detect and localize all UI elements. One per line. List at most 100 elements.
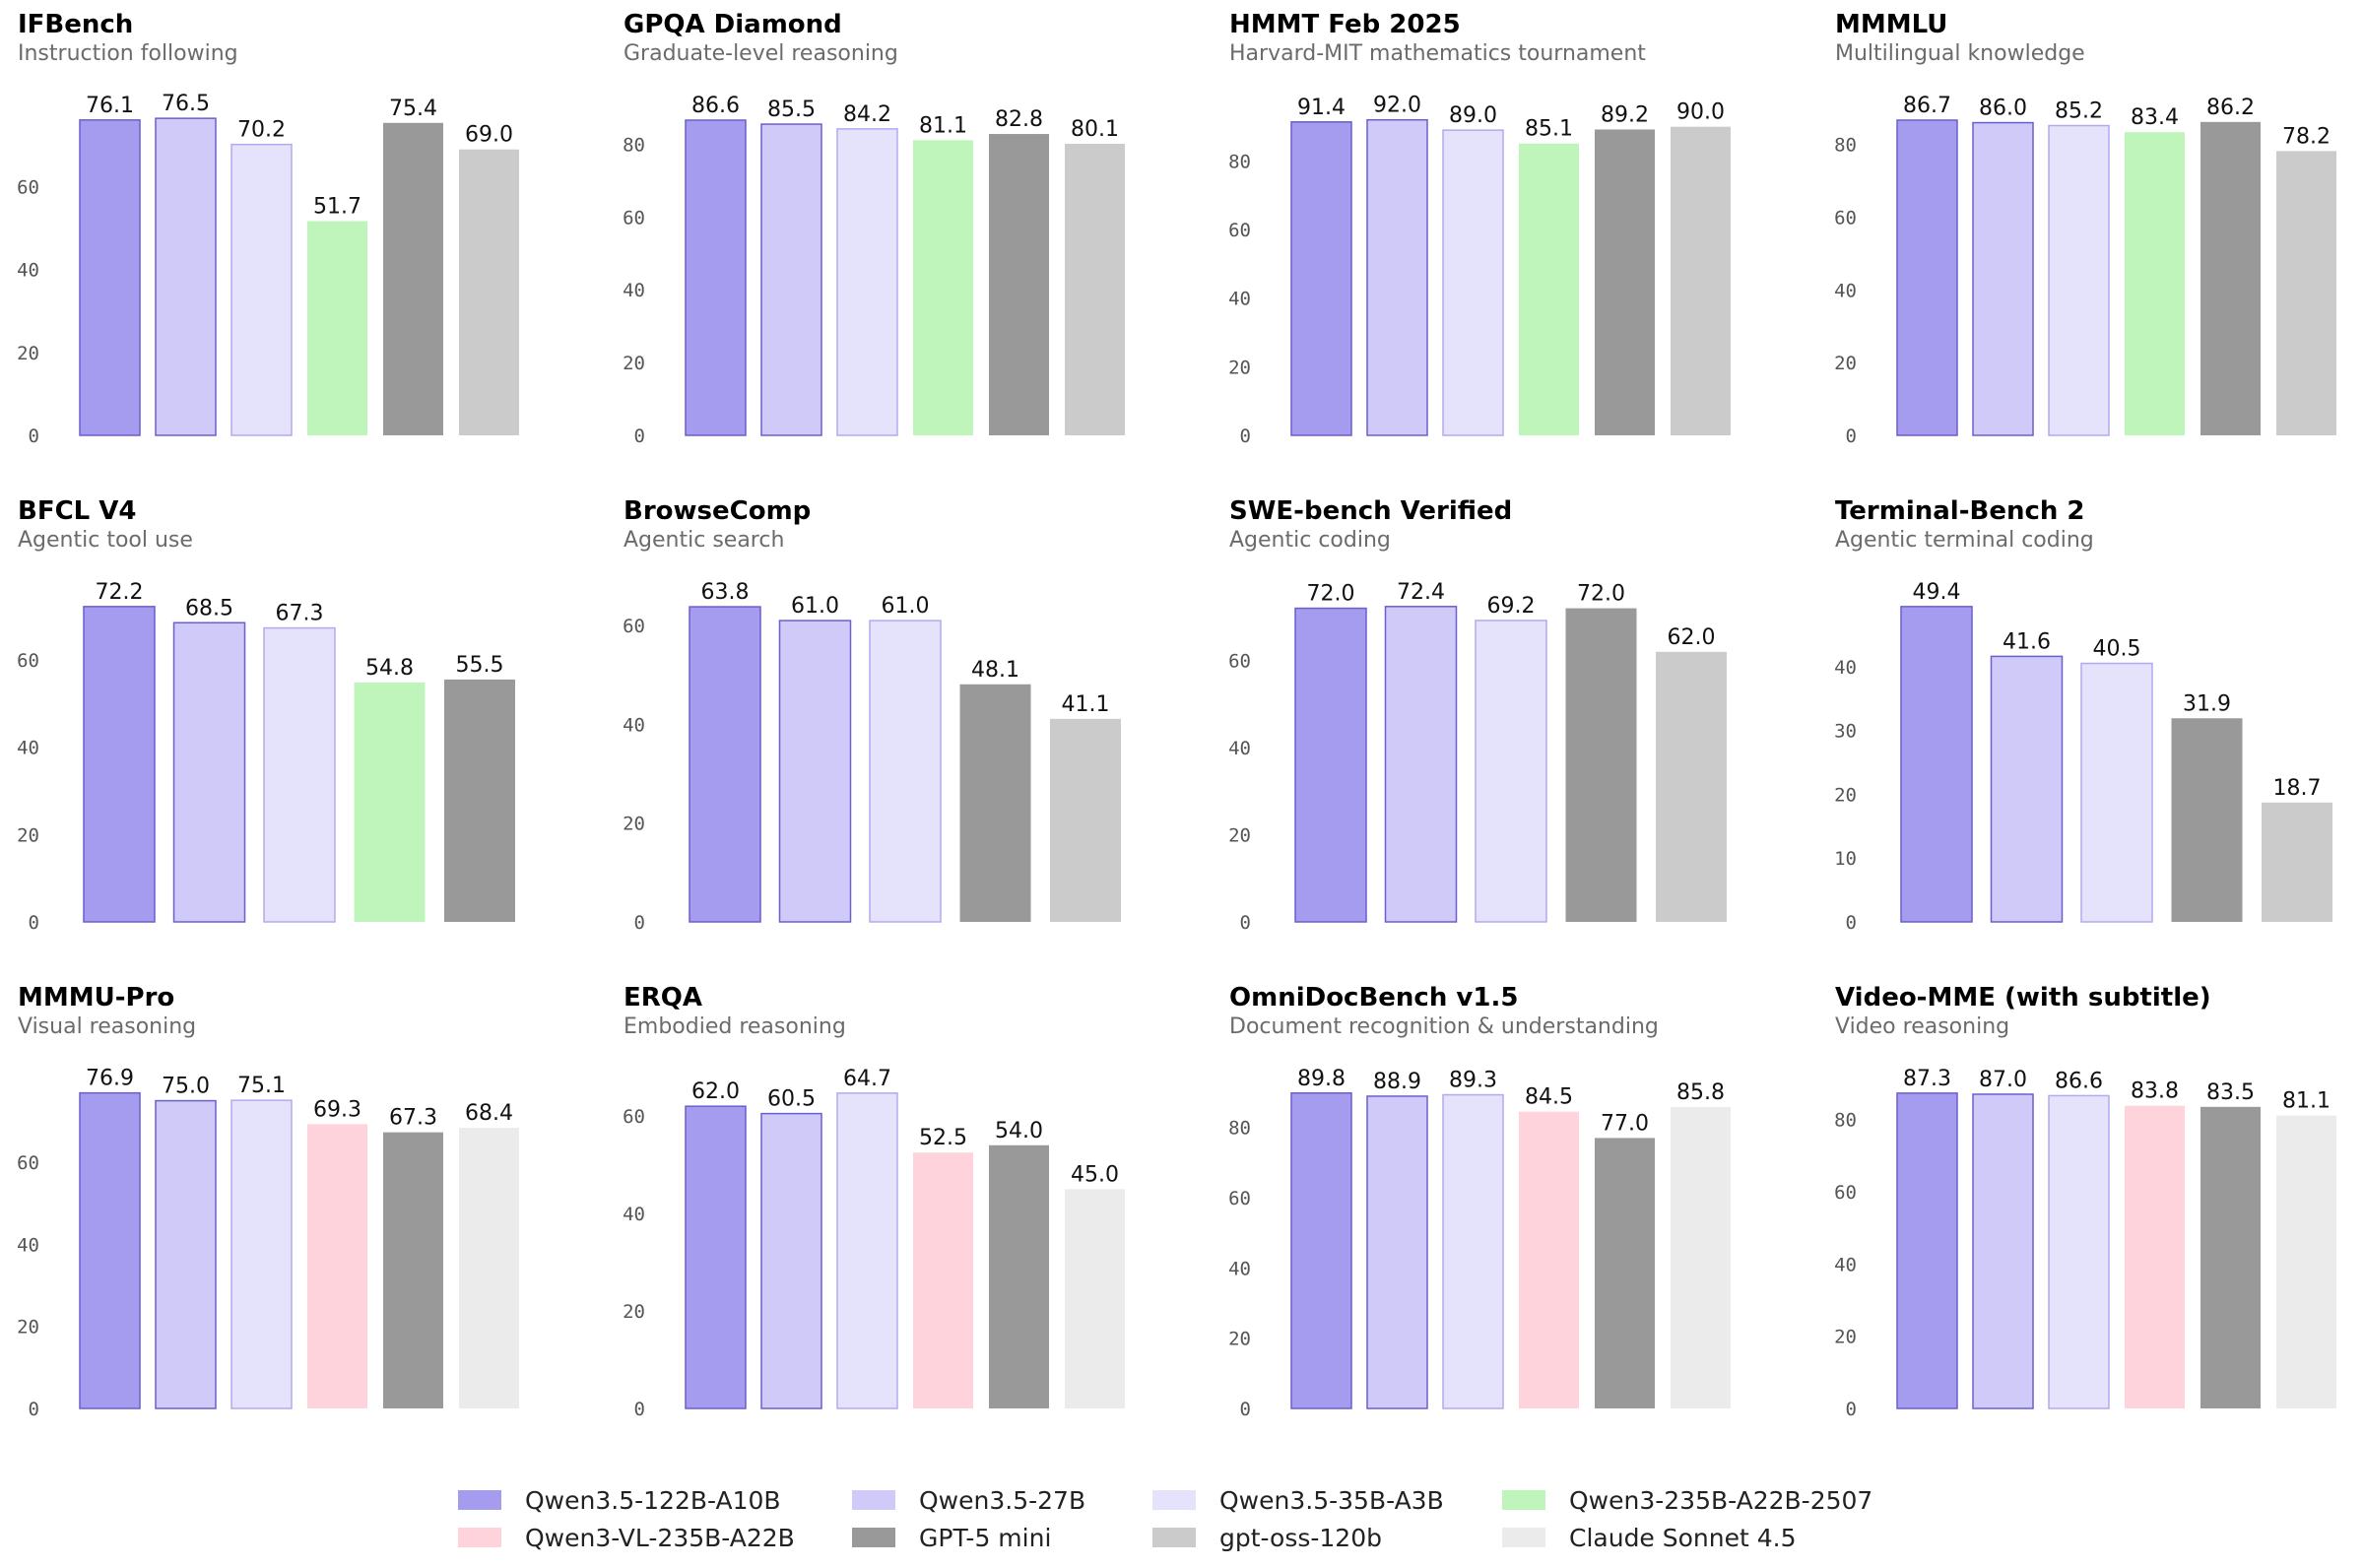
y-tick-label: 20 <box>1834 1327 1857 1348</box>
bar <box>836 128 898 436</box>
legend-label: Qwen3.5-27B <box>919 1485 1086 1515</box>
bar <box>2080 662 2153 923</box>
y-tick-label: 20 <box>623 814 645 835</box>
y-tick-label: 20 <box>1228 1329 1251 1350</box>
data-label: 31.9 <box>2183 691 2231 716</box>
data-label: 18.7 <box>2273 776 2322 801</box>
y-tick-label: 0 <box>29 425 39 447</box>
data-label: 51.7 <box>313 194 361 219</box>
bar <box>869 620 942 923</box>
data-label: 52.5 <box>919 1126 967 1150</box>
y-tick-label: 40 <box>1228 289 1251 310</box>
chart-panel: Terminal-Bench 2 Agentic terminal coding 0… <box>1817 487 2364 973</box>
chart-subtitle: Video reasoning <box>1835 1014 2010 1039</box>
data-label: 76.1 <box>86 94 134 118</box>
chart-subtitle: Agentic tool use <box>18 528 193 553</box>
bar <box>155 1099 217 1409</box>
legend-label: gpt-oss-120b <box>1219 1523 1382 1552</box>
bar <box>155 117 217 436</box>
bar <box>1595 129 1655 435</box>
bar <box>913 1152 973 1408</box>
y-tick-label: 40 <box>17 260 39 282</box>
bar <box>172 621 246 923</box>
y-tick-label: 20 <box>1228 357 1251 378</box>
y-tick-label: 40 <box>1228 738 1251 759</box>
chart-subtitle: Harvard-MIT mathematics tournament <box>1229 41 1646 66</box>
y-tick-label: 20 <box>1228 825 1251 847</box>
legend-label: Qwen3.5-35B-A3B <box>1219 1485 1444 1515</box>
bar <box>1065 1189 1125 1408</box>
data-label: 87.0 <box>1979 1068 2027 1092</box>
bar-chart: 0 20 40 60 62.0 60.5 64.7 52.5 54.0 45.0 <box>623 1067 1125 1420</box>
data-label: 82.8 <box>995 107 1043 132</box>
data-label: 85.5 <box>767 98 816 122</box>
legend-item: Qwen3.5-27B <box>852 1482 1085 1518</box>
data-label: 84.5 <box>1525 1085 1573 1110</box>
legend-item: Qwen3-235B-A22B-2507 <box>1502 1482 1872 1518</box>
legend-swatch <box>1502 1528 1545 1547</box>
data-label: 75.4 <box>389 97 437 121</box>
chart-title: OmniDocBench v1.5 <box>1229 983 1519 1013</box>
data-label: 67.3 <box>389 1106 437 1131</box>
data-label: 83.5 <box>2206 1080 2255 1105</box>
bar <box>263 626 336 923</box>
chart-panel: IFBench Instruction following 0 20 40 60 76.1 7… <box>0 0 606 487</box>
data-label: 41.1 <box>1062 692 1110 717</box>
data-label: 86.6 <box>691 94 740 118</box>
chart-panel: SWE-bench Verified Agentic coding 0 20 40 60 7… <box>1212 487 1817 973</box>
bar <box>459 149 519 435</box>
y-tick-label: 0 <box>1846 912 1857 934</box>
legend-swatch <box>458 1490 501 1510</box>
chart-subtitle: Agentic terminal coding <box>1835 528 2094 553</box>
data-label: 86.6 <box>2055 1069 2103 1093</box>
bar <box>836 1092 898 1409</box>
y-tick-label: 80 <box>1834 135 1857 157</box>
benchmark-grid: IFBench Instruction following 0 20 40 60 76.1 7… <box>0 0 2364 1420</box>
y-tick-label: 60 <box>1228 220 1251 241</box>
y-tick-label: 40 <box>1834 657 1857 679</box>
y-tick-label: 0 <box>1240 912 1251 934</box>
legend-label: Claude Sonnet 4.5 <box>1569 1523 1797 1552</box>
chart-title: SWE-bench Verified <box>1229 496 1513 526</box>
data-label: 62.0 <box>691 1079 740 1104</box>
bar <box>2048 1094 2110 1409</box>
y-tick-label: 0 <box>634 1399 645 1420</box>
bar <box>230 1099 293 1409</box>
bar-chart: 0 20 40 60 63.8 61.0 61.0 48.1 41.1 <box>623 580 1121 934</box>
y-tick-label: 0 <box>29 912 39 934</box>
chart-subtitle: Instruction following <box>18 41 238 66</box>
y-tick-label: 60 <box>17 1152 39 1174</box>
bar <box>2200 1106 2261 1408</box>
chart-panel: Video-MME (with subtitle) Video reasoning… <box>1817 973 2364 1460</box>
y-tick-label: 60 <box>1834 208 1857 229</box>
data-label: 89.3 <box>1449 1069 1497 1093</box>
data-label: 81.1 <box>919 113 967 138</box>
bar-chart: 0 20 40 60 80 91.4 92.0 89.0 85.1 89.2 90.0 <box>1228 94 1731 447</box>
y-tick-label: 40 <box>1834 280 1857 301</box>
y-tick-label: 0 <box>1240 425 1251 447</box>
data-label: 69.3 <box>313 1097 361 1122</box>
chart-subtitle: Graduate-level reasoning <box>624 41 898 66</box>
y-tick-label: 80 <box>1834 1110 1857 1132</box>
chart-panel: BrowseComp Agentic search 0 20 40 60 63.8 61.0 6… <box>606 487 1212 973</box>
bar <box>2125 1105 2185 1408</box>
y-tick-label: 40 <box>623 280 645 301</box>
chart-panel: OmniDocBench v1.5 Document recognition & … <box>1212 973 1817 1460</box>
data-label: 60.5 <box>767 1087 816 1112</box>
y-tick-label: 40 <box>1834 1254 1857 1275</box>
bar <box>689 606 761 923</box>
bar <box>1475 620 1547 923</box>
bar <box>79 1091 141 1409</box>
y-tick-label: 60 <box>623 1106 645 1128</box>
y-tick-label: 40 <box>623 714 645 736</box>
bar-chart: 0 20 40 60 80 89.8 88.9 89.3 84.5 77.0 85.8 <box>1228 1067 1731 1420</box>
data-label: 85.1 <box>1525 117 1573 142</box>
y-tick-label: 40 <box>17 738 39 759</box>
bar <box>444 679 515 922</box>
chart-subtitle: Multilingual knowledge <box>1835 41 2085 66</box>
y-tick-label: 40 <box>623 1204 645 1225</box>
data-label: 89.0 <box>1449 103 1497 128</box>
y-tick-label: 60 <box>1228 1188 1251 1209</box>
legend-label: Qwen3-235B-A22B-2507 <box>1569 1485 1873 1515</box>
bar <box>1290 1092 1352 1409</box>
